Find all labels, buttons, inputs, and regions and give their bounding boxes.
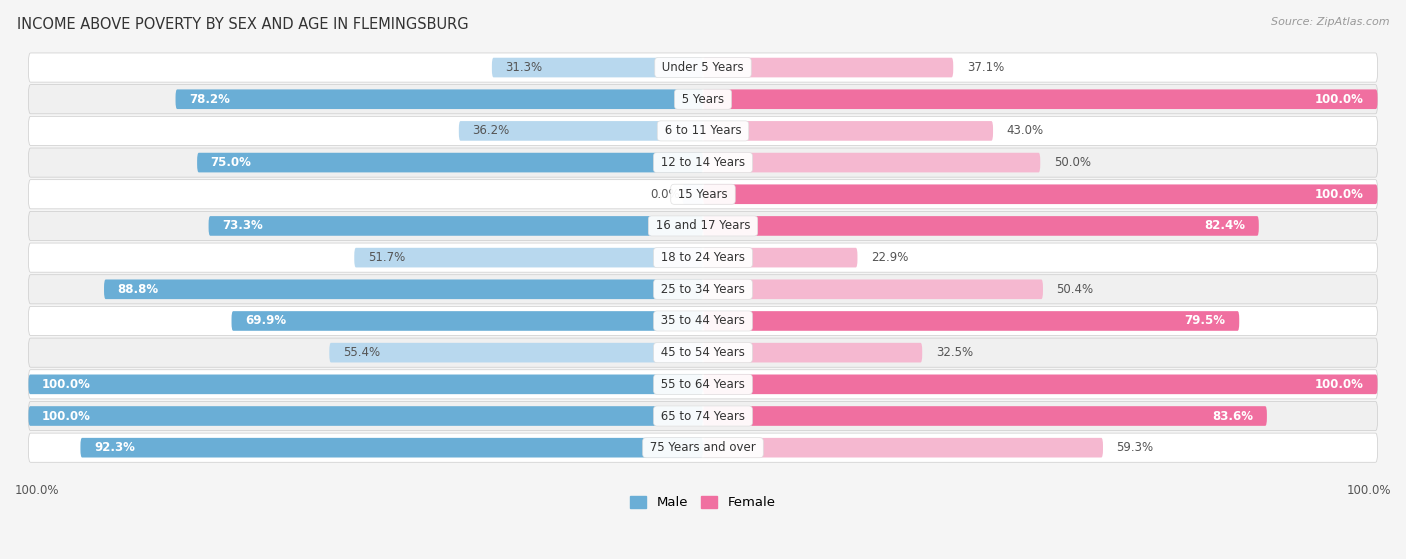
FancyBboxPatch shape — [703, 184, 1378, 204]
FancyBboxPatch shape — [28, 401, 1378, 430]
FancyBboxPatch shape — [703, 438, 1102, 457]
Text: INCOME ABOVE POVERTY BY SEX AND AGE IN FLEMINGSBURG: INCOME ABOVE POVERTY BY SEX AND AGE IN F… — [17, 17, 468, 32]
Text: 82.4%: 82.4% — [1205, 220, 1246, 233]
Text: 22.9%: 22.9% — [870, 251, 908, 264]
Text: 50.4%: 50.4% — [1056, 283, 1094, 296]
Text: 0.0%: 0.0% — [650, 188, 679, 201]
FancyBboxPatch shape — [28, 375, 703, 394]
FancyBboxPatch shape — [28, 274, 1378, 304]
FancyBboxPatch shape — [703, 216, 1258, 236]
Text: 100.0%: 100.0% — [15, 484, 59, 497]
Text: 31.3%: 31.3% — [505, 61, 543, 74]
Text: 37.1%: 37.1% — [967, 61, 1004, 74]
Text: 79.5%: 79.5% — [1185, 315, 1226, 328]
FancyBboxPatch shape — [703, 406, 1267, 426]
Text: 35 to 44 Years: 35 to 44 Years — [657, 315, 749, 328]
FancyBboxPatch shape — [703, 248, 858, 267]
FancyBboxPatch shape — [703, 121, 993, 141]
Text: 45 to 54 Years: 45 to 54 Years — [657, 346, 749, 359]
Text: 32.5%: 32.5% — [936, 346, 973, 359]
Text: 100.0%: 100.0% — [1315, 93, 1364, 106]
Text: 36.2%: 36.2% — [472, 125, 509, 138]
Text: Under 5 Years: Under 5 Years — [658, 61, 748, 74]
Text: 18 to 24 Years: 18 to 24 Years — [657, 251, 749, 264]
FancyBboxPatch shape — [80, 438, 703, 457]
FancyBboxPatch shape — [176, 89, 703, 109]
FancyBboxPatch shape — [458, 121, 703, 141]
FancyBboxPatch shape — [28, 306, 1378, 335]
FancyBboxPatch shape — [329, 343, 703, 362]
Text: 100.0%: 100.0% — [1315, 188, 1364, 201]
FancyBboxPatch shape — [683, 184, 703, 204]
FancyBboxPatch shape — [28, 179, 1378, 209]
FancyBboxPatch shape — [703, 375, 1378, 394]
Text: 50.0%: 50.0% — [1053, 156, 1091, 169]
FancyBboxPatch shape — [28, 116, 1378, 145]
Text: 88.8%: 88.8% — [118, 283, 159, 296]
Text: 12 to 14 Years: 12 to 14 Years — [657, 156, 749, 169]
FancyBboxPatch shape — [492, 58, 703, 77]
Text: 43.0%: 43.0% — [1007, 125, 1043, 138]
Text: 83.6%: 83.6% — [1212, 410, 1253, 423]
Text: 16 and 17 Years: 16 and 17 Years — [652, 220, 754, 233]
FancyBboxPatch shape — [104, 280, 703, 299]
FancyBboxPatch shape — [28, 369, 1378, 399]
Text: 75 Years and over: 75 Years and over — [647, 441, 759, 454]
FancyBboxPatch shape — [28, 148, 1378, 177]
Text: 69.9%: 69.9% — [245, 315, 287, 328]
Text: 15 Years: 15 Years — [675, 188, 731, 201]
FancyBboxPatch shape — [28, 406, 703, 426]
FancyBboxPatch shape — [703, 280, 1043, 299]
Text: 25 to 34 Years: 25 to 34 Years — [657, 283, 749, 296]
FancyBboxPatch shape — [703, 153, 1040, 172]
Text: 100.0%: 100.0% — [42, 378, 91, 391]
Text: 73.3%: 73.3% — [222, 220, 263, 233]
Text: 65 to 74 Years: 65 to 74 Years — [657, 410, 749, 423]
Text: 55.4%: 55.4% — [343, 346, 380, 359]
FancyBboxPatch shape — [197, 153, 703, 172]
Text: 55 to 64 Years: 55 to 64 Years — [657, 378, 749, 391]
Text: 51.7%: 51.7% — [368, 251, 405, 264]
FancyBboxPatch shape — [28, 243, 1378, 272]
Text: 78.2%: 78.2% — [188, 93, 231, 106]
FancyBboxPatch shape — [28, 211, 1378, 240]
FancyBboxPatch shape — [28, 53, 1378, 82]
FancyBboxPatch shape — [208, 216, 703, 236]
Text: 75.0%: 75.0% — [211, 156, 252, 169]
Text: 92.3%: 92.3% — [94, 441, 135, 454]
Text: 59.3%: 59.3% — [1116, 441, 1153, 454]
Text: 6 to 11 Years: 6 to 11 Years — [661, 125, 745, 138]
FancyBboxPatch shape — [703, 311, 1239, 331]
Text: 100.0%: 100.0% — [1315, 378, 1364, 391]
FancyBboxPatch shape — [28, 433, 1378, 462]
Text: 100.0%: 100.0% — [1347, 484, 1391, 497]
FancyBboxPatch shape — [354, 248, 703, 267]
Text: 5 Years: 5 Years — [678, 93, 728, 106]
FancyBboxPatch shape — [703, 58, 953, 77]
Text: 100.0%: 100.0% — [42, 410, 91, 423]
FancyBboxPatch shape — [703, 89, 1378, 109]
Text: Source: ZipAtlas.com: Source: ZipAtlas.com — [1271, 17, 1389, 27]
Legend: Male, Female: Male, Female — [626, 490, 780, 514]
FancyBboxPatch shape — [232, 311, 703, 331]
FancyBboxPatch shape — [703, 343, 922, 362]
FancyBboxPatch shape — [28, 338, 1378, 367]
FancyBboxPatch shape — [28, 84, 1378, 114]
